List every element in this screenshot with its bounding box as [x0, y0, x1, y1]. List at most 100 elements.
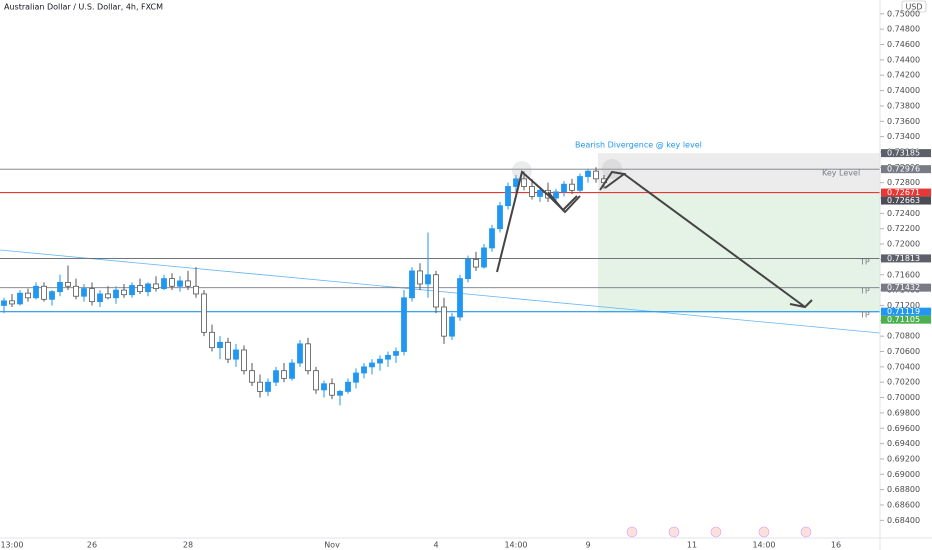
candle-body — [17, 292, 23, 305]
candle-body — [353, 372, 359, 383]
y-tick-label: 0.69200 — [887, 454, 920, 463]
candle-body — [177, 280, 183, 287]
y-tick-label: 0.72800 — [887, 178, 920, 187]
event-icon — [668, 526, 680, 538]
candle-body — [577, 176, 583, 191]
candle-body — [289, 362, 295, 379]
y-tick-label: 0.74600 — [887, 40, 920, 49]
candle-body — [265, 381, 271, 392]
candle-body — [41, 285, 47, 300]
x-tick-label: 11 — [687, 541, 697, 550]
price-label: 0.71105 — [887, 315, 920, 324]
candle-body — [473, 259, 479, 268]
candle-body — [65, 282, 71, 287]
candle-body — [537, 189, 543, 197]
axis-labels: 0.68400 0.68600 0.68800 0.69000 0.69200 0.694… — [0, 9, 931, 550]
candle-body — [33, 285, 39, 299]
price-label-box — [881, 307, 931, 316]
y-tick-label: 0.72000 — [887, 240, 920, 249]
drawn-pattern — [547, 191, 578, 212]
candle-body — [129, 285, 135, 296]
candle-body — [497, 205, 503, 230]
price-label-box — [881, 149, 931, 158]
y-tick-label: 0.68400 — [887, 516, 920, 525]
candle-body — [1, 300, 7, 306]
candle-body — [201, 293, 207, 333]
candle-body — [185, 280, 191, 287]
event-icons — [626, 526, 812, 538]
arrow-head — [789, 299, 813, 309]
drawn-pattern — [496, 170, 581, 273]
tp-label: TP — [859, 258, 870, 267]
candle-body — [137, 285, 143, 293]
candle-body — [145, 283, 151, 293]
y-tick-label: 0.75000 — [887, 9, 920, 18]
price-label: 0.73185 — [887, 149, 920, 158]
candle-body — [377, 358, 383, 364]
candle-body — [481, 247, 487, 268]
drawn-pattern — [599, 170, 627, 191]
candle-body — [433, 274, 439, 308]
y-tick-label: 0.71200 — [887, 301, 920, 310]
event-icon — [800, 526, 812, 538]
y-tick-label: 0.68800 — [887, 485, 920, 494]
candle-body — [393, 351, 399, 356]
price-label-box — [881, 165, 931, 174]
stop-zone — [598, 153, 880, 194]
y-tick-label: 0.69600 — [887, 424, 920, 433]
price-label-box — [881, 315, 931, 324]
x-tick-label: 14:00 — [504, 541, 527, 550]
currency-box — [901, 0, 927, 13]
y-tick-label: 0.70000 — [887, 393, 920, 402]
y-tick-label: 0.74400 — [887, 55, 920, 64]
y-tick-label: 0.73400 — [887, 132, 920, 141]
arrow — [623, 173, 806, 308]
candle-body — [361, 366, 367, 374]
candle-body — [553, 191, 559, 199]
candle-body — [417, 270, 423, 285]
candle-body — [297, 343, 303, 364]
price-label: 0.71432 — [887, 283, 920, 292]
y-tick-label: 0.73600 — [887, 117, 920, 126]
candle-body — [321, 383, 327, 391]
candle-body — [209, 331, 215, 349]
y-tick-label: 0.70600 — [887, 347, 920, 356]
trend-line — [0, 249, 881, 334]
candle-body — [121, 289, 127, 296]
y-tick-label: 0.74000 — [887, 86, 920, 95]
y-tick-label: 0.73800 — [887, 101, 920, 110]
y-tick-label: 0.71600 — [887, 270, 920, 279]
y-tick-label: 0.72400 — [887, 209, 920, 218]
candle-body — [241, 349, 247, 372]
candle-body — [105, 293, 111, 299]
x-tick-label: 26 — [87, 541, 97, 550]
y-tick-label: 0.69000 — [887, 470, 920, 479]
candle-body — [57, 282, 63, 293]
candle-body — [313, 370, 319, 391]
x-tick-label: 13:00 — [0, 541, 23, 550]
chart-title: Australian Dollar / U.S. Dollar, 4h, FXC… — [4, 3, 163, 12]
candle-body — [257, 381, 263, 392]
price-label-box — [881, 188, 931, 197]
candle-body — [97, 293, 103, 303]
price-label: 0.71119 — [887, 307, 920, 316]
candle-body — [153, 283, 159, 289]
currency: USD — [905, 3, 922, 12]
x-tick-label: 14:00 — [752, 541, 775, 550]
price-label: 0.72671 — [887, 188, 920, 197]
price-label-box — [881, 196, 931, 205]
x-tick-label: 4 — [433, 541, 438, 550]
target-zone — [598, 193, 880, 313]
candle-body — [329, 383, 335, 396]
candle-body — [113, 289, 119, 299]
y-tick-label: 0.74800 — [887, 25, 920, 34]
candle-body — [161, 278, 167, 289]
candle-body — [193, 285, 199, 295]
candle-body — [449, 316, 455, 337]
candle-body — [249, 370, 255, 383]
event-icon — [710, 526, 722, 538]
event-icon — [626, 526, 638, 538]
candle-body — [465, 259, 471, 279]
x-tick-label: Nov — [324, 541, 340, 550]
